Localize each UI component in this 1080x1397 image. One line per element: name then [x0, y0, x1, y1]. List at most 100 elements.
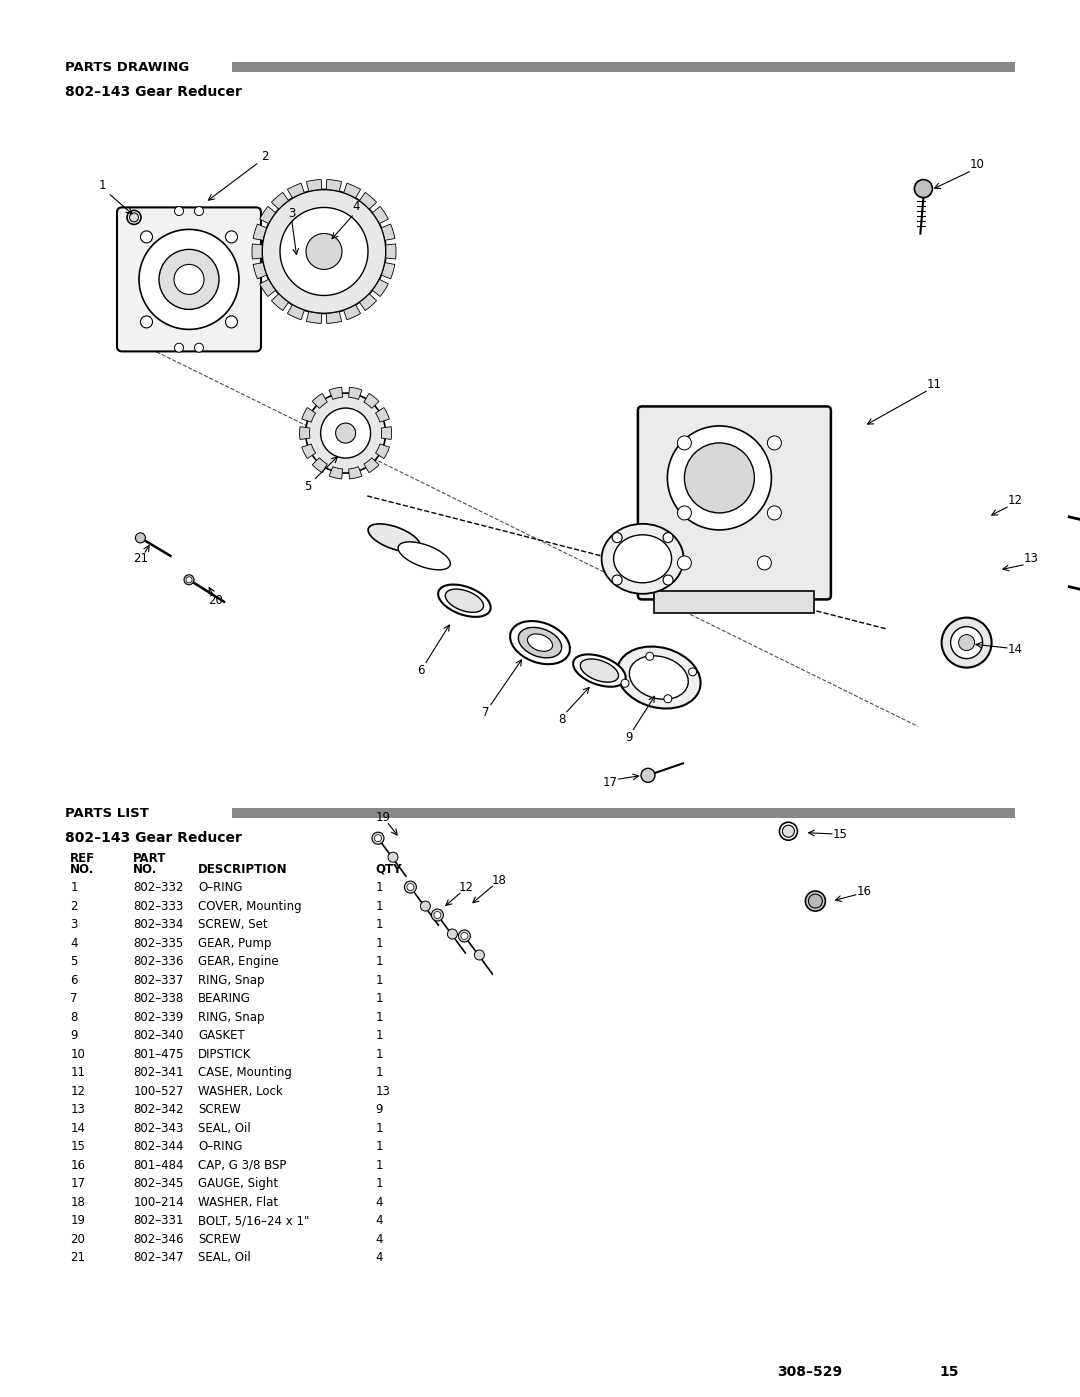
Circle shape	[621, 679, 629, 687]
Text: 1: 1	[375, 882, 382, 894]
Text: 20: 20	[208, 594, 224, 608]
Circle shape	[306, 233, 342, 270]
Circle shape	[447, 929, 458, 939]
Text: 1: 1	[375, 1122, 382, 1134]
Wedge shape	[329, 467, 342, 479]
Ellipse shape	[573, 654, 625, 687]
Wedge shape	[343, 183, 361, 198]
Ellipse shape	[518, 627, 562, 658]
Ellipse shape	[510, 622, 570, 664]
Circle shape	[612, 532, 622, 542]
Wedge shape	[287, 183, 305, 198]
Text: 4: 4	[375, 1234, 382, 1246]
Ellipse shape	[617, 647, 701, 708]
Circle shape	[174, 264, 204, 295]
Text: 802–341: 802–341	[133, 1066, 184, 1080]
Text: O–RING: O–RING	[199, 882, 243, 894]
Ellipse shape	[602, 524, 684, 594]
Text: 9: 9	[70, 1030, 78, 1042]
Text: DESCRIPTION: DESCRIPTION	[199, 863, 288, 876]
Circle shape	[321, 408, 370, 458]
Circle shape	[372, 833, 384, 844]
Text: 802–340: 802–340	[133, 1030, 184, 1042]
Wedge shape	[271, 293, 288, 310]
Wedge shape	[301, 444, 315, 458]
Text: PARTS LIST: PARTS LIST	[65, 806, 149, 820]
Circle shape	[175, 207, 184, 215]
Text: 100–214: 100–214	[133, 1196, 184, 1208]
Text: 17: 17	[603, 775, 618, 789]
Wedge shape	[329, 387, 342, 400]
Text: 19: 19	[376, 810, 391, 824]
Text: 19: 19	[70, 1214, 85, 1228]
FancyBboxPatch shape	[638, 407, 831, 599]
Text: 802–143 Gear Reducer: 802–143 Gear Reducer	[65, 85, 242, 99]
Circle shape	[689, 668, 697, 676]
Text: GAUGE, Sight: GAUGE, Sight	[199, 1178, 279, 1190]
Text: 1: 1	[70, 882, 78, 894]
Circle shape	[461, 932, 468, 940]
Text: SEAL, Oil: SEAL, Oil	[199, 1122, 251, 1134]
Text: 10: 10	[70, 1048, 85, 1060]
Text: 802–339: 802–339	[133, 1011, 184, 1024]
Circle shape	[130, 212, 138, 222]
Text: O–RING: O–RING	[199, 1140, 243, 1154]
Text: 802–347: 802–347	[133, 1252, 184, 1264]
Circle shape	[194, 207, 203, 215]
Circle shape	[667, 426, 771, 529]
Circle shape	[431, 909, 444, 921]
Bar	[654, 591, 814, 613]
Text: 21: 21	[70, 1252, 85, 1264]
Text: 802–338: 802–338	[133, 992, 184, 1006]
Text: BEARING: BEARING	[199, 992, 251, 1006]
Text: 15: 15	[940, 1365, 959, 1379]
Ellipse shape	[630, 655, 688, 700]
Circle shape	[677, 436, 691, 450]
Text: 1: 1	[375, 1048, 382, 1060]
Text: REF: REF	[70, 852, 95, 865]
Text: 14: 14	[70, 1122, 85, 1134]
Text: 1: 1	[375, 1160, 382, 1172]
Text: NO.: NO.	[133, 863, 158, 876]
Text: 11: 11	[927, 377, 942, 391]
Text: 3: 3	[288, 207, 295, 221]
Circle shape	[664, 694, 672, 703]
Text: 6: 6	[70, 974, 78, 986]
Circle shape	[186, 577, 192, 583]
Circle shape	[950, 627, 983, 658]
Text: RING, Snap: RING, Snap	[199, 1011, 265, 1024]
Wedge shape	[253, 263, 267, 279]
Text: DIPSTICK: DIPSTICK	[199, 1048, 252, 1060]
Text: GASKET: GASKET	[199, 1030, 245, 1042]
Circle shape	[677, 506, 691, 520]
Text: 100–527: 100–527	[133, 1085, 184, 1098]
Wedge shape	[376, 408, 390, 422]
Text: PARTS DRAWING: PARTS DRAWING	[65, 60, 189, 74]
Wedge shape	[259, 207, 275, 224]
Circle shape	[959, 634, 974, 651]
Text: 1: 1	[375, 1011, 382, 1024]
Text: 21: 21	[133, 552, 148, 566]
Text: 12: 12	[70, 1085, 85, 1098]
Text: 7: 7	[483, 705, 489, 719]
Text: 802–335: 802–335	[133, 937, 184, 950]
Text: 8: 8	[70, 1011, 78, 1024]
Circle shape	[135, 532, 146, 543]
Text: 1: 1	[375, 1030, 382, 1042]
Wedge shape	[299, 426, 310, 440]
Wedge shape	[259, 279, 275, 296]
Circle shape	[407, 883, 414, 891]
Text: 2: 2	[70, 900, 78, 912]
Bar	[232, 61, 1015, 73]
Text: 4: 4	[375, 1196, 382, 1208]
Text: 18: 18	[70, 1196, 85, 1208]
Wedge shape	[376, 444, 390, 458]
Text: SEAL, Oil: SEAL, Oil	[199, 1252, 251, 1264]
Ellipse shape	[527, 634, 553, 651]
Text: 802–337: 802–337	[133, 974, 184, 986]
Circle shape	[139, 229, 239, 330]
Wedge shape	[386, 244, 396, 258]
Text: 802–345: 802–345	[133, 1178, 184, 1190]
Text: NO.: NO.	[70, 863, 95, 876]
Circle shape	[782, 826, 795, 837]
